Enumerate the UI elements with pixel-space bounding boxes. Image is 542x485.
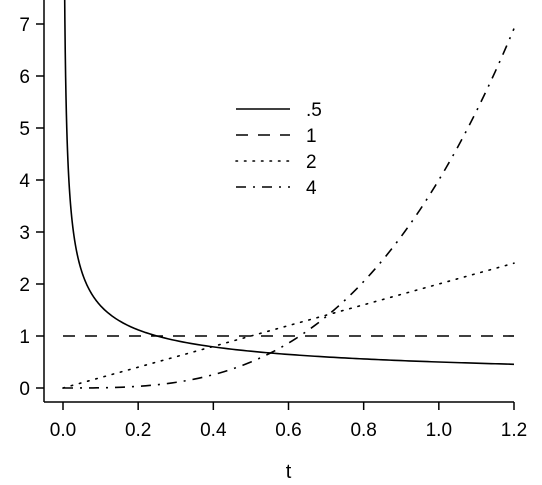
x-axis-title: t bbox=[286, 461, 292, 483]
series-line-3 bbox=[62, 262, 515, 389]
x-tick-label: 0.8 bbox=[350, 420, 376, 441]
x-tick-label: 0.6 bbox=[275, 420, 301, 441]
y-tick-label: 4 bbox=[19, 171, 30, 192]
x-tick-label: 0.4 bbox=[200, 420, 227, 441]
y-tick-label: 5 bbox=[19, 119, 30, 140]
series-line-4 bbox=[63, 28, 515, 389]
y-tick-label: 7 bbox=[19, 15, 30, 36]
y-tick-label: 2 bbox=[19, 275, 30, 296]
x-tick-label: 1.0 bbox=[426, 420, 452, 441]
y-tick-label: 3 bbox=[19, 223, 30, 244]
series-line-1 bbox=[63, 0, 515, 366]
y-tick-label: 1 bbox=[19, 327, 30, 348]
series-layer bbox=[62, 0, 515, 389]
legend-label-4: 4 bbox=[306, 178, 317, 199]
legend-label-2: 1 bbox=[306, 126, 317, 147]
axes: 0.0 0.2 0.4 0.6 0.8 1.0 1.2 0 1 2 3 4 5 6 7 bbox=[19, 0, 527, 441]
x-tick-label: 1.2 bbox=[501, 420, 527, 441]
legend-label-1: .5 bbox=[306, 100, 322, 121]
x-tick-label: 0.2 bbox=[125, 420, 151, 441]
y-tick-label: 6 bbox=[19, 67, 30, 88]
legend-label-3: 2 bbox=[306, 152, 317, 173]
x-tick-label: 0.0 bbox=[50, 420, 76, 441]
y-tick-label: 0 bbox=[19, 379, 30, 400]
legend: .5 1 2 4 bbox=[235, 100, 322, 199]
